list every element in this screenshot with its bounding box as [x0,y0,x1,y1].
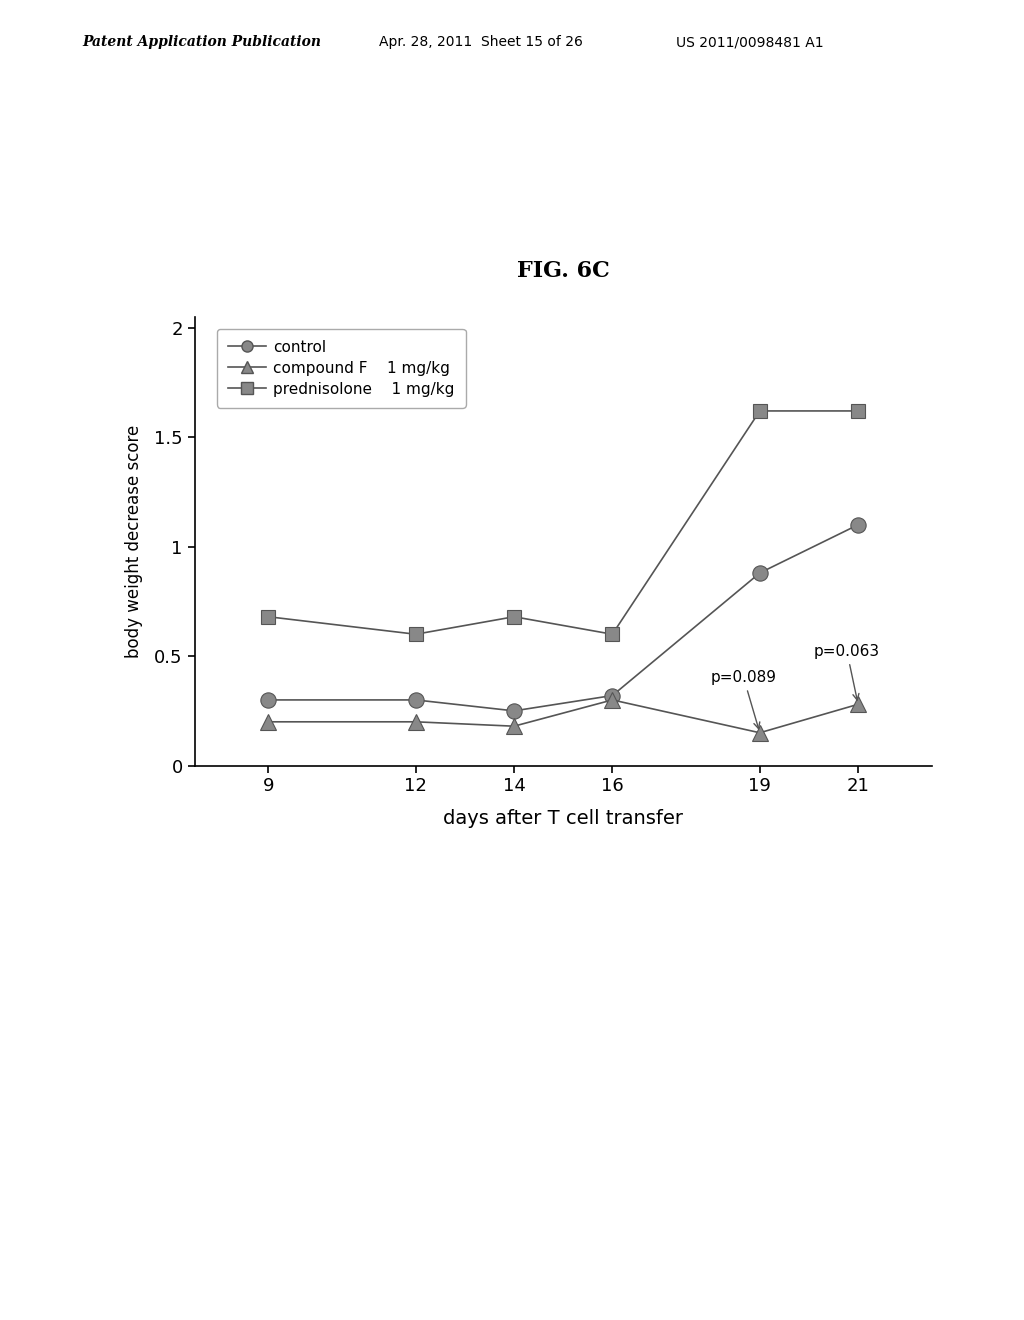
Text: FIG. 6C: FIG. 6C [517,260,609,282]
Text: Apr. 28, 2011  Sheet 15 of 26: Apr. 28, 2011 Sheet 15 of 26 [379,36,583,49]
Text: US 2011/0098481 A1: US 2011/0098481 A1 [676,36,823,49]
Text: p=0.089: p=0.089 [711,671,776,729]
Legend: control, compound F    1 mg/kg, prednisolone    1 mg/kg: control, compound F 1 mg/kg, prednisolon… [217,329,466,408]
Y-axis label: body weight decrease score: body weight decrease score [125,425,143,657]
Text: p=0.063: p=0.063 [814,644,880,700]
Text: Patent Application Publication: Patent Application Publication [82,36,321,49]
X-axis label: days after T cell transfer: days after T cell transfer [443,809,683,828]
